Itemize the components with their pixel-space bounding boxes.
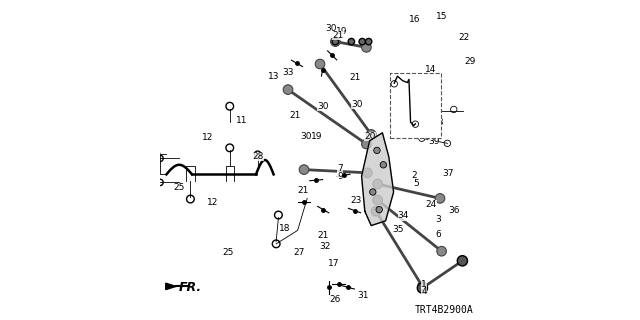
Text: 21: 21 [298,186,309,195]
Circle shape [331,37,340,46]
Text: 7: 7 [337,164,343,172]
Text: 22: 22 [458,33,470,42]
Text: 35: 35 [393,225,404,234]
Text: 9: 9 [337,172,342,180]
Text: 37: 37 [442,169,454,178]
Text: 24: 24 [426,200,437,209]
Text: 25: 25 [223,248,234,257]
Text: 16: 16 [410,15,420,24]
Polygon shape [166,283,176,290]
Text: 30: 30 [317,102,329,111]
Circle shape [332,38,339,45]
Text: 1: 1 [421,280,427,289]
Circle shape [436,246,447,256]
Text: 21: 21 [332,31,344,40]
Circle shape [458,256,467,266]
Circle shape [362,43,371,52]
Text: 21: 21 [349,73,361,82]
Text: 5: 5 [413,179,419,188]
Polygon shape [362,133,394,226]
Text: 25: 25 [173,183,184,192]
Circle shape [372,179,383,189]
Text: TRT4B2900A: TRT4B2900A [415,305,474,315]
Text: 4: 4 [421,287,427,296]
Circle shape [374,147,380,154]
Text: 38: 38 [433,118,444,127]
Text: 23: 23 [350,196,362,204]
Text: 39: 39 [428,137,439,146]
Circle shape [348,38,355,45]
Text: 26: 26 [330,295,340,304]
Text: 32: 32 [319,242,331,251]
Circle shape [457,256,467,266]
Text: FR.: FR. [179,281,202,294]
Text: 31: 31 [358,292,369,300]
Circle shape [300,165,309,174]
Text: 28: 28 [253,152,264,161]
Text: 14: 14 [425,65,436,74]
Text: 17: 17 [328,260,339,268]
Text: 21: 21 [317,231,328,240]
Text: 11: 11 [236,116,247,124]
Circle shape [417,283,428,293]
Text: 21: 21 [289,111,301,120]
Circle shape [417,283,428,293]
Text: 30: 30 [300,132,311,140]
Text: 8: 8 [397,87,402,96]
Text: 15: 15 [436,12,447,20]
Text: 2: 2 [411,171,417,180]
Text: 19: 19 [336,27,348,36]
Bar [390,73,441,138]
Circle shape [283,85,293,94]
Circle shape [370,189,376,195]
Text: 12: 12 [202,133,213,142]
Circle shape [371,206,381,216]
Text: 29: 29 [464,57,476,66]
Circle shape [362,139,371,149]
Text: 30: 30 [325,24,337,33]
Text: 3: 3 [436,215,441,224]
Circle shape [359,38,365,45]
Circle shape [362,168,372,178]
Text: 6: 6 [436,230,441,239]
Circle shape [417,282,428,291]
Circle shape [315,59,325,69]
Text: 19: 19 [312,132,323,140]
Text: 33: 33 [282,68,294,77]
Text: 18: 18 [279,224,291,233]
Circle shape [376,206,383,213]
Text: 27: 27 [294,248,305,257]
Text: 36: 36 [448,206,460,215]
Text: 20: 20 [364,132,376,140]
Circle shape [380,162,387,168]
Circle shape [372,195,383,205]
Circle shape [367,130,376,139]
Text: 30: 30 [351,100,363,109]
Text: 10: 10 [394,94,405,103]
Circle shape [435,194,445,203]
Circle shape [365,38,372,45]
Text: 34: 34 [397,212,409,220]
Text: 13: 13 [268,72,279,81]
Text: 12: 12 [207,198,218,207]
